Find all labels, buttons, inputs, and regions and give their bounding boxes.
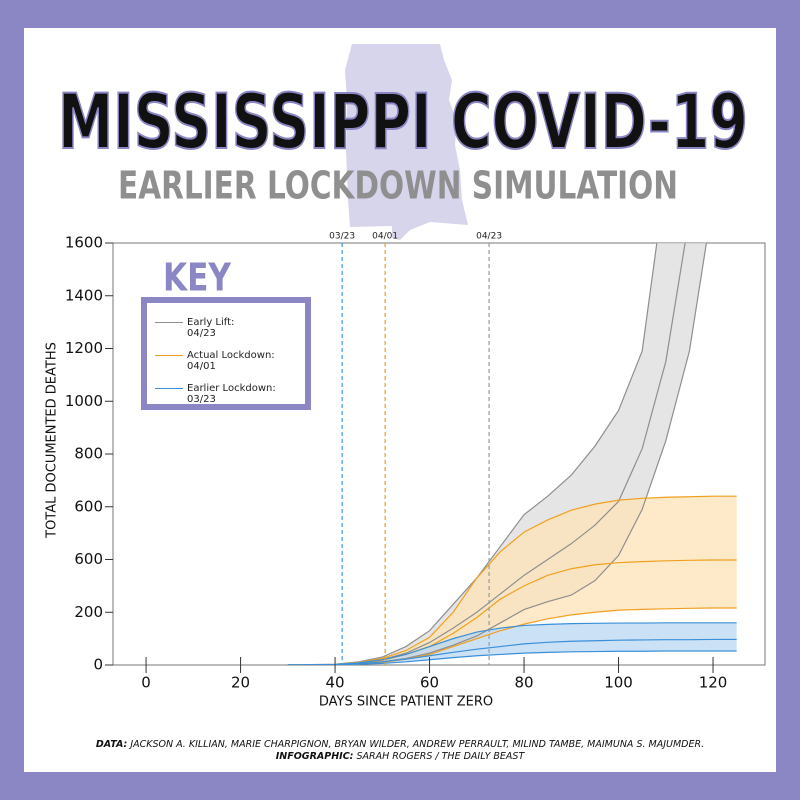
plot-area — [287, 243, 737, 665]
footer-data-text: JACKSON A. KILLIAN, MARIE CHARPIGNON, BR… — [128, 739, 704, 750]
legend-label: Early Lift: 04/23 — [187, 317, 235, 339]
subtitle: EARLIER LOCKDOWN SIMULATION — [118, 164, 678, 208]
legend-swatch — [155, 322, 183, 323]
title: MISSISSIPPI COVID-19 — [58, 77, 748, 166]
y-tick-label: 1000 — [65, 392, 103, 410]
legend-title: KEY — [163, 256, 231, 300]
legend-label: Actual Lockdown: 04/01 — [187, 350, 275, 372]
footer-credit-text: SARAH ROGERS / THE DAILY BEAST — [357, 751, 526, 762]
date-marker-label: 04/23 — [476, 232, 502, 242]
band — [287, 622, 737, 665]
bound-line — [287, 650, 737, 665]
legend-swatch — [155, 355, 183, 356]
legend-swatch — [155, 388, 183, 389]
x-tick-label: 100 — [604, 674, 633, 692]
x-tick-label: 80 — [514, 674, 533, 692]
y-tick-label: 1200 — [65, 339, 103, 357]
y-tick-label: 1400 — [65, 286, 103, 304]
y-axis-label: TOTAL DOCUMENTED DEATHS — [45, 342, 60, 539]
y-tick-label: 0 — [93, 656, 103, 674]
state-shape — [345, 44, 468, 240]
band — [287, 496, 737, 665]
y-tick-label: 200 — [74, 603, 103, 621]
legend: Early Lift: 04/23 Actual Lockdown: 04/01 E… — [141, 297, 311, 410]
y-tick-label: 600 — [74, 497, 103, 515]
legend-label: Earlier Lockdown: 03/23 — [187, 383, 276, 405]
footer-credit: INFOGRAPHIC: SARAH ROGERS / THE DAILY BE… — [276, 751, 526, 762]
bound-line — [287, 622, 737, 665]
x-tick-label: 40 — [326, 674, 345, 692]
median-line — [287, 638, 737, 665]
y-tick-label: 1600 — [65, 234, 103, 252]
x-tick-label: 60 — [420, 674, 439, 692]
date-marker-label: 04/01 — [372, 232, 398, 242]
y-tick-label: 800 — [74, 445, 103, 463]
x-tick-label: 120 — [699, 674, 728, 692]
x-tick-label: 20 — [231, 674, 250, 692]
date-marker-label: 03/23 — [329, 232, 355, 242]
footer-data-label: DATA: — [96, 739, 128, 750]
y-tick-label: 600 — [74, 550, 103, 568]
footer-data: DATA: JACKSON A. KILLIAN, MARIE CHARPIGN… — [96, 739, 704, 750]
bound-line — [287, 495, 737, 665]
x-axis-label: DAYS SINCE PATIENT ZERO — [319, 695, 493, 710]
footer-credit-label: INFOGRAPHIC: — [276, 751, 354, 762]
x-tick-label: 0 — [141, 674, 151, 692]
bound-line — [287, 243, 658, 665]
